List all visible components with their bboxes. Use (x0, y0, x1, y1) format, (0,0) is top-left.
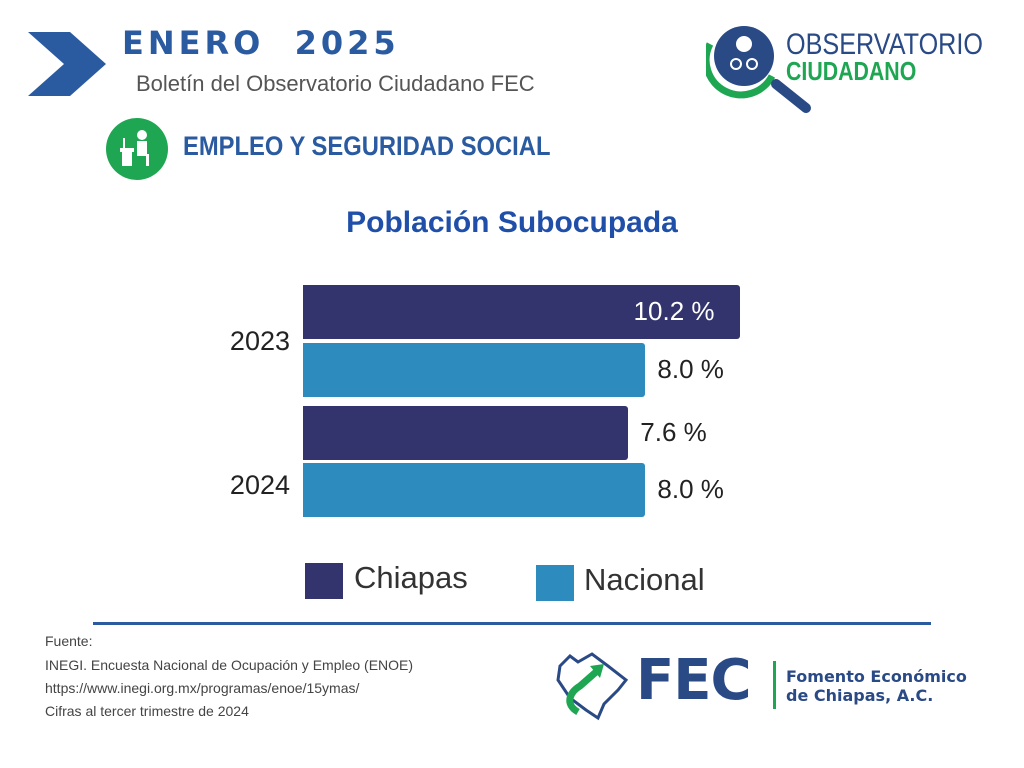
data-label: 10.2 % (633, 296, 715, 326)
source-note: Cifras al tercer trimestre de 2024 (45, 703, 249, 719)
bulletin-subtitle: Boletín del Observatorio Ciudadano FEC (136, 71, 535, 96)
legend-swatch-nacional (536, 565, 574, 601)
legend-label-chiapas: Chiapas (354, 560, 468, 595)
logo-divider (773, 661, 776, 709)
source-text: INEGI. Encuesta Nacional de Ocupación y … (45, 657, 414, 673)
category-label: 2024 (229, 470, 290, 500)
data-label: 7.6 % (640, 417, 707, 447)
logo-text: CIUDADANO (786, 56, 917, 86)
desk-worker-icon (106, 118, 168, 180)
source-url: https://www.inegi.org.mx/programas/enoe/… (45, 680, 360, 696)
source-label: Fuente: (45, 633, 93, 649)
fec-logo: FEC (636, 648, 752, 713)
section-title: EMPLEO Y SEGURIDAD SOCIAL (183, 131, 551, 161)
chevron-icon (28, 32, 106, 96)
observatorio-logo-icon (706, 26, 811, 113)
divider (93, 622, 931, 625)
bar-nacional-2024 (303, 463, 646, 517)
logo-text: OBSERVATORIO (786, 28, 983, 61)
chart-title: Población Subocupada (346, 206, 678, 239)
category-label: 2023 (229, 326, 290, 356)
chiapas-map-icon (556, 652, 629, 721)
fec-name: Fomento Económico (786, 667, 967, 686)
data-label: 8.0 % (657, 354, 724, 384)
bar-chiapas-2023 (303, 285, 740, 339)
bar-nacional-2023 (303, 343, 646, 397)
legend-swatch-chiapas (305, 563, 343, 599)
bar-chiapas-2024 (303, 406, 629, 460)
month-title: ENERO 2025 (122, 24, 400, 62)
fec-name: de Chiapas, A.C. (786, 686, 934, 705)
legend-label-nacional: Nacional (584, 562, 705, 597)
data-label: 8.0 % (657, 474, 724, 504)
